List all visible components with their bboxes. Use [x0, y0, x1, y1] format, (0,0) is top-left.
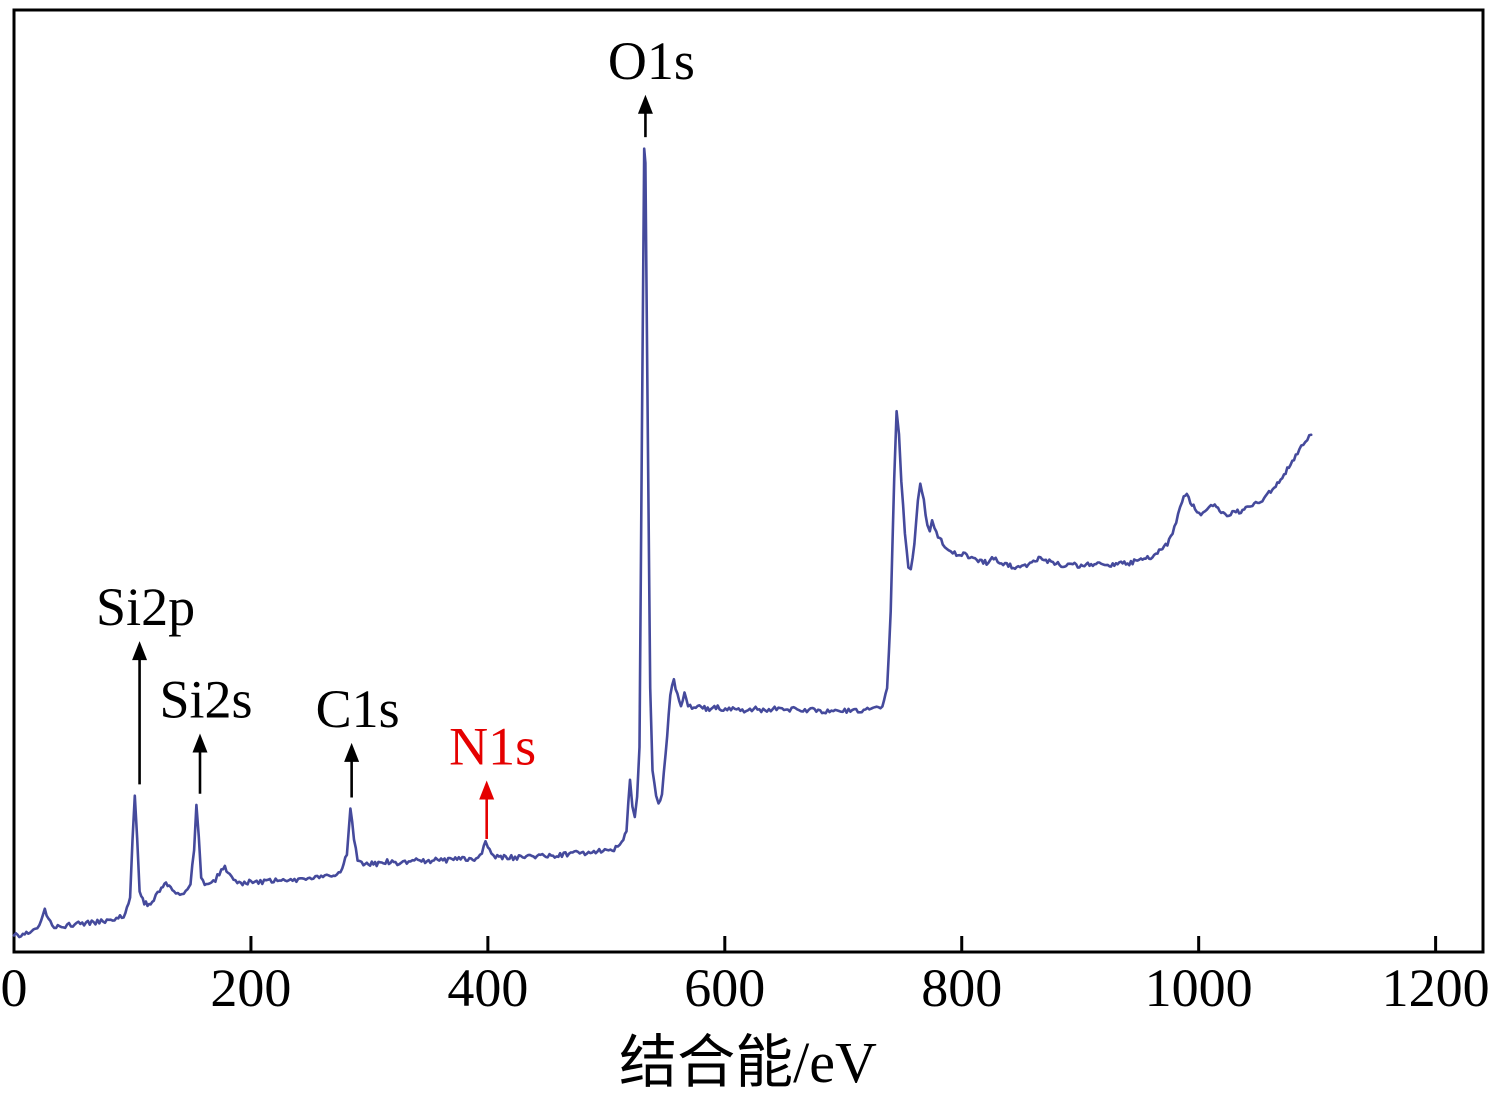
annotation-label: N1s — [449, 717, 536, 777]
x-tick-label: 0 — [1, 958, 28, 1018]
annotation-label: C1s — [316, 679, 400, 739]
annotation-si2s: Si2s — [159, 669, 253, 794]
x-axis-ticks: 0 200 400 600 800 1000 1200 — [1, 936, 1490, 1018]
annotation-si2p: Si2p — [96, 577, 195, 785]
x-tick-label: 1000 — [1145, 958, 1253, 1018]
x-tick-label: 800 — [921, 958, 1002, 1018]
plot-frame — [12, 8, 1485, 954]
annotation-o1s: O1s — [608, 31, 695, 138]
x-tick-label: 200 — [210, 958, 291, 1018]
x-tick-label: 1200 — [1382, 958, 1490, 1018]
annotation-arrow-head — [344, 742, 360, 762]
annotation-arrow-head — [132, 641, 148, 661]
annotation-label: O1s — [608, 31, 695, 91]
xps-spectrum-curve — [12, 147, 1313, 939]
x-axis-label: 结合能/eV — [619, 1030, 877, 1095]
peak-annotations: Si2p Si2s C1s N1s O1s — [96, 31, 695, 839]
annotation-label: Si2p — [96, 577, 195, 637]
annotation-label: Si2s — [159, 669, 252, 729]
x-tick-label: 400 — [447, 958, 528, 1018]
spectrum-line — [12, 147, 1313, 939]
annotation-arrow-head — [637, 94, 653, 114]
annotation-n1s: N1s — [449, 717, 536, 839]
annotation-c1s: C1s — [316, 679, 400, 798]
x-tick-label: 600 — [684, 958, 765, 1018]
annotation-arrow-head — [192, 733, 208, 753]
annotation-arrow-head — [479, 780, 495, 800]
